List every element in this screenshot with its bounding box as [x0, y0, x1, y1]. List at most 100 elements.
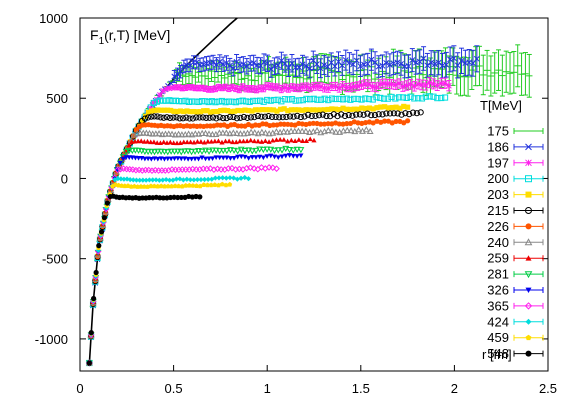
- data-point: [226, 147, 234, 154]
- data-point: [223, 175, 229, 181]
- data-point: [171, 148, 178, 155]
- data-point: [217, 155, 223, 161]
- data-point: [281, 106, 287, 112]
- data-point: [200, 61, 207, 68]
- data-point: [345, 112, 352, 119]
- data-point: [263, 146, 271, 153]
- data-point: [140, 177, 146, 183]
- data-point: [297, 113, 304, 121]
- data-point: [244, 114, 251, 121]
- data-point: [362, 126, 370, 133]
- data-point: [405, 118, 411, 124]
- data-point: [150, 100, 157, 106]
- data-point: [219, 97, 226, 105]
- data-point: [172, 84, 179, 91]
- data-point: [236, 130, 244, 137]
- legend-label: 259: [487, 251, 509, 266]
- data-point: [385, 105, 392, 111]
- data-point: [276, 128, 284, 136]
- data-point: [274, 96, 281, 103]
- data-point: [277, 106, 284, 112]
- data-point: [260, 155, 266, 161]
- data-point: [228, 108, 234, 115]
- data-point: [156, 177, 162, 183]
- data-point: [288, 60, 295, 67]
- data-point: [194, 176, 201, 183]
- data-point: [347, 84, 354, 91]
- data-point: [164, 107, 171, 113]
- data-point: [301, 113, 308, 120]
- data-point: [205, 138, 211, 144]
- data-point: [261, 113, 269, 120]
- data-point: [215, 98, 222, 105]
- series-175: [86, 44, 533, 364]
- data-point: [254, 112, 262, 120]
- data-point: [237, 138, 243, 144]
- data-point: [458, 57, 465, 64]
- data-point: [130, 177, 136, 183]
- data-point: [153, 98, 161, 105]
- data-point: [332, 128, 340, 135]
- data-point: [251, 129, 259, 136]
- data-point: [236, 98, 243, 105]
- legend: T[MeV] 175186197200203215226240259281326…: [480, 98, 544, 361]
- data-point: [392, 95, 399, 102]
- data-point: [294, 112, 301, 119]
- data-point: [137, 177, 143, 183]
- data-point: [161, 107, 167, 113]
- legend-marker: [525, 207, 532, 214]
- data-point: [163, 114, 171, 121]
- data-point: [234, 148, 242, 155]
- data-point: [122, 148, 130, 156]
- data-point: [310, 120, 316, 126]
- data-point: [281, 137, 287, 142]
- data-point: [187, 109, 193, 115]
- data-point: [145, 109, 152, 116]
- data-point: [292, 84, 299, 91]
- data-point: [172, 183, 178, 189]
- data-point: [398, 111, 405, 118]
- data-point: [230, 147, 238, 154]
- data-point: [145, 114, 152, 121]
- data-point: [424, 62, 431, 69]
- data-point: [396, 80, 402, 87]
- data-point: [177, 108, 184, 114]
- data-point: [162, 183, 168, 189]
- data-point: [305, 111, 312, 118]
- data-point: [267, 97, 274, 104]
- data-point: [219, 129, 227, 136]
- data-point: [252, 147, 260, 155]
- data-point: [285, 108, 291, 114]
- data-point: [155, 130, 163, 137]
- data-point: [191, 108, 197, 115]
- data-point: [264, 96, 271, 104]
- data-point: [209, 156, 216, 162]
- data-point: [205, 182, 210, 188]
- data-point: [393, 118, 399, 125]
- data-point: [314, 96, 321, 103]
- data-point: [336, 121, 342, 127]
- data-point: [271, 84, 278, 91]
- data-point: [387, 110, 394, 117]
- data-point: [174, 108, 180, 115]
- data-point: [229, 129, 237, 136]
- data-point: [302, 127, 310, 134]
- data-point: [413, 110, 420, 117]
- data-point: [289, 147, 297, 154]
- data-point: [266, 139, 272, 144]
- data-point: [215, 84, 222, 91]
- data-point: [255, 138, 261, 144]
- data-point: [407, 93, 414, 100]
- data-point: [321, 85, 328, 91]
- data-point: [216, 175, 222, 181]
- data-point: [157, 92, 163, 98]
- data-point: [303, 83, 310, 90]
- data-point: [347, 126, 355, 134]
- data-point: [205, 86, 212, 93]
- data-point: [191, 148, 199, 155]
- legend-marker: [525, 334, 532, 341]
- data-point: [324, 126, 332, 134]
- data-point: [188, 149, 196, 156]
- data-point: [206, 156, 212, 162]
- data-point: [163, 176, 169, 183]
